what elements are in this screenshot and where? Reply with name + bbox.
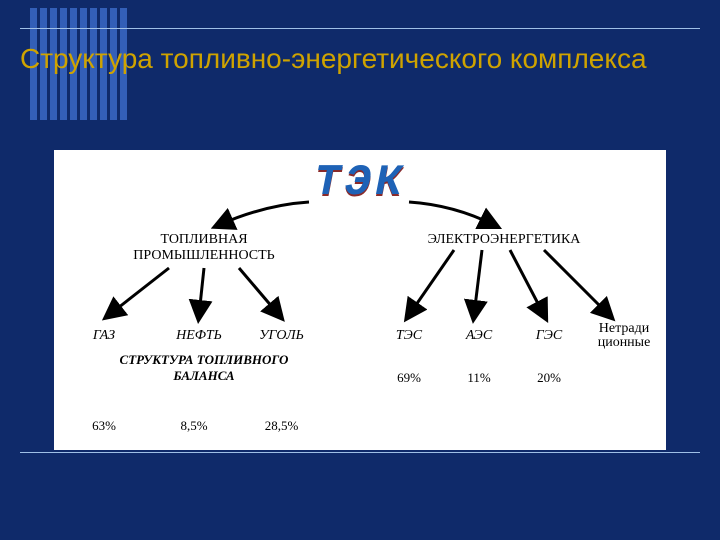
arrow-electro-to-aes [474,250,482,315]
fuel-balance-subtitle-line2: БАЛАНСА [173,368,234,383]
branch-fuel-label: ТОПЛИВНАЯ ПРОМЫШЛЕННОСТЬ [124,232,284,264]
leaf-alt-label: Нетради ционные [589,322,659,350]
leaf-coal-label: УГОЛЬ [254,328,309,344]
leaf-tes-percent: 69% [389,370,429,386]
leaf-alt-label-line2: ционные [598,335,651,350]
fuel-balance-subtitle-line1: СТРУКТУРА ТОПЛИВНОГО [120,352,289,367]
logo-front: ТЭК [54,158,666,208]
diagram-panel: ТЭК ТЭК ТОПЛИВНАЯ ПРО [54,150,666,450]
branch-electro-label: ЭЛЕКТРОЭНЕРГЕТИКА [414,232,594,248]
slide: Структура топливно-энергетического компл… [0,0,720,540]
arrow-fuel-to-coal [239,268,279,315]
top-horizontal-rule [20,28,700,29]
leaf-coal-percent: 28,5% [254,418,309,434]
branch-fuel-label-line2: ПРОМЫШЛЕННОСТЬ [133,248,274,263]
leaf-gas-label: ГАЗ [84,328,124,344]
arrow-electro-to-ges [510,250,544,315]
slide-title: Структура топливно-энергетического компл… [20,42,700,76]
leaf-aes-label: АЭС [459,328,499,344]
leaf-ges-percent: 20% [529,370,569,386]
leaf-oil-label: НЕФТЬ [169,328,229,344]
leaf-alt-label-line1: Нетради [599,321,649,336]
arrow-electro-to-tes [409,250,454,315]
leaf-gas-percent: 63% [84,418,124,434]
leaf-aes-percent: 11% [459,370,499,386]
branch-fuel-label-line1: ТОПЛИВНАЯ [160,232,247,247]
arrow-fuel-to-gas [109,268,169,315]
arrow-fuel-to-oil [199,268,204,315]
leaf-tes-label: ТЭС [389,328,429,344]
leaf-ges-label: ГЭС [529,328,569,344]
branch-electro-label-line1: ЭЛЕКТРОЭНЕРГЕТИКА [428,232,581,247]
fuel-balance-subtitle: СТРУКТУРА ТОПЛИВНОГО БАЛАНСА [74,352,334,384]
arrow-electro-to-alt [544,250,609,315]
bottom-horizontal-rule [20,452,700,453]
leaf-oil-percent: 8,5% [169,418,219,434]
